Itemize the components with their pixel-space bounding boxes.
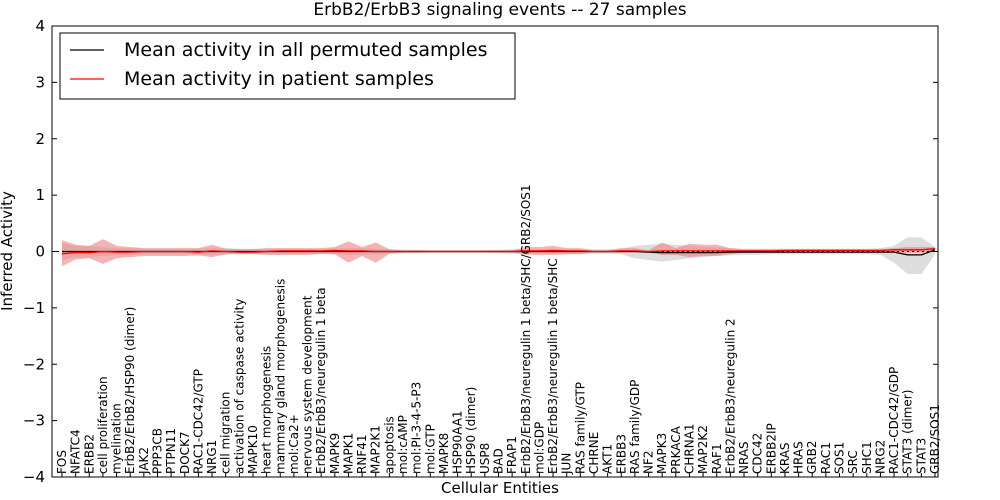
x-tick-label: MAPK9 — [328, 433, 342, 474]
x-tick-label: RNF41 — [355, 435, 369, 475]
x-tick-label: cell migration — [219, 392, 233, 474]
x-tick-label: HSP90AA1 — [451, 410, 465, 474]
x-tick-label: RAC1-CDC42/GTP — [191, 369, 205, 474]
x-tick-label: ERBB2IP — [764, 423, 778, 474]
x-tick-label: MAPK1 — [342, 433, 356, 474]
plot-layer — [52, 237, 938, 275]
x-tick-label: BAD — [492, 448, 506, 474]
x-tick-label: FRAP1 — [505, 436, 519, 474]
x-tick-label: NRG1 — [205, 440, 219, 474]
x-tick-label: KRAS — [778, 442, 792, 474]
x-tick-label: NRAS — [737, 441, 751, 474]
x-tick-label: cell proliferation — [96, 376, 110, 474]
patient-range-band — [62, 239, 935, 267]
x-tick-label: DOCK7 — [178, 431, 192, 474]
x-axis-label: Cellular Entities — [441, 479, 559, 497]
x-tick-label: apoptosis — [382, 416, 396, 474]
legend-label-permuted: Mean activity in all permuted samples — [124, 39, 487, 61]
y-tick-label: 3 — [35, 73, 45, 91]
x-tick-label: JAK2 — [137, 447, 151, 475]
x-tick-label: PRKACA — [669, 425, 683, 474]
chart-title: ErbB2/ErbB3 signaling events -- 27 sampl… — [313, 0, 686, 20]
x-tick-label: SHC1 — [860, 441, 874, 474]
x-tick-label: mol:GDP — [532, 422, 546, 474]
x-tick-label: nervous system development — [301, 295, 315, 474]
x-tick-label: ErbB2/ErbB3/neuregulin 1 beta — [314, 287, 328, 474]
y-tick-label: 1 — [35, 186, 45, 204]
x-tick-label: STAT3 (dimer) — [901, 390, 915, 474]
x-tick-label: HRAS — [792, 441, 806, 474]
x-tick-label: JUN — [560, 453, 574, 475]
legend: Mean activity in all permuted samples Me… — [59, 32, 516, 100]
x-tick-label: ErbB2/ErbB2/HSP90 (dimer) — [123, 307, 137, 474]
x-tick-label: mammary gland morphogenesis — [273, 279, 287, 474]
x-tick-label: GRB2/SOS1 — [928, 404, 942, 474]
y-tick-label: −3 — [23, 412, 45, 430]
x-tick-label: ErbB2/ErbB3/neuregulin 1 beta/SHC — [546, 258, 560, 474]
permuted-range-band — [62, 237, 935, 275]
x-tick-label: NFATC4 — [69, 429, 83, 474]
x-tick-label: GRB2 — [805, 440, 819, 474]
x-tick-label: SOS1 — [833, 442, 847, 474]
x-tick-label: activation of caspase activity — [232, 299, 246, 474]
patient-mean-line — [61, 248, 936, 255]
x-tick-label: NRG2 — [873, 440, 887, 474]
x-tick-label: USP8 — [478, 443, 492, 474]
x-tick-label: RAS family/GDP — [628, 380, 642, 474]
x-tick-label: HSP90 (dimer) — [464, 387, 478, 474]
y-tick-label: 0 — [35, 243, 45, 261]
x-tick-label: MAPK8 — [437, 433, 451, 474]
x-tick-label: CDC42 — [751, 433, 765, 474]
x-tick-label: ERBB2 — [82, 434, 96, 474]
x-tick-label: mol:PI-3-4-5-P3 — [410, 382, 424, 474]
x-tick-label: RAC1 — [819, 442, 833, 474]
x-tick-label: PPP3CB — [151, 428, 165, 474]
y-tick-label: −2 — [23, 355, 45, 373]
x-tick-label: ErbB2/ErbB3/neuregulin 1 beta/SHC/GRB2/S… — [519, 184, 533, 474]
y-tick-label: −1 — [23, 299, 45, 317]
x-tick-label: FOS — [55, 450, 69, 474]
x-tick-label: ErbB2/ErbB3/neuregulin 2 — [723, 318, 737, 474]
x-tick-label: MAP2K2 — [696, 425, 710, 474]
x-tick-label: SRC — [846, 450, 860, 474]
x-tick-label: NF2 — [642, 450, 656, 474]
y-tick-label: −4 — [23, 468, 45, 486]
y-tick-label: 2 — [35, 130, 45, 148]
x-tick-label: mol:Ca2+ — [287, 414, 301, 474]
x-tick-label: RAC1-CDC42/GDP — [887, 367, 901, 474]
x-tick-label: mol:cAMP — [396, 415, 410, 474]
x-tick-label: mol:GTP — [423, 424, 437, 474]
y-tick-label: 4 — [35, 17, 45, 35]
x-tick-label: ERBB3 — [614, 434, 628, 474]
x-axis: FOS NFATC4 ERBB2 cell proliferation myelinat… — [55, 184, 942, 477]
y-axis: −4 −3 −2 −1 0 1 2 3 4 — [23, 17, 938, 486]
x-tick-label: MAPK10 — [246, 425, 260, 474]
x-tick-label: heart morphogenesis — [260, 346, 274, 474]
y-axis-label: Inferred Activity — [0, 191, 16, 311]
legend-label-patient: Mean activity in patient samples — [124, 68, 434, 90]
x-tick-label: MAP2K1 — [369, 425, 383, 474]
legend-box — [59, 32, 516, 100]
x-tick-label: MAPK3 — [655, 433, 669, 474]
x-tick-label: RAF1 — [710, 443, 724, 474]
x-tick-label: RAS family/GTP — [573, 382, 587, 474]
x-tick-label: STAT3 — [914, 438, 928, 474]
x-tick-label: CHRNE — [587, 432, 601, 474]
x-tick-label: PTPN11 — [164, 428, 178, 474]
x-tick-label: CHRNA1 — [683, 423, 697, 474]
x-tick-label: myelination — [110, 403, 124, 474]
x-tick-label: AKT1 — [601, 444, 615, 474]
